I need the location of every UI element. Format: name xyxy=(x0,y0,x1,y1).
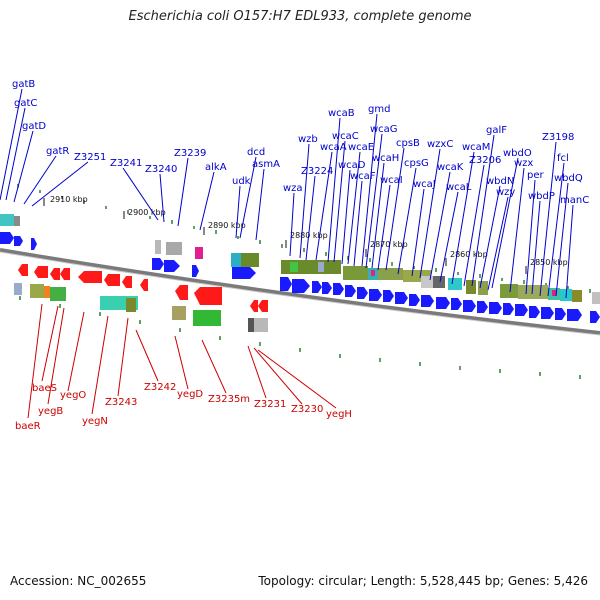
kbp-label-2900: 2900 kbp xyxy=(128,208,166,217)
gene-label-wcaE: wcaE xyxy=(348,142,374,153)
gene-label-yegN: yegN xyxy=(82,416,108,427)
gene-label-Z3242: Z3242 xyxy=(144,382,176,393)
gene-label-wcaA: wcaA xyxy=(320,142,347,153)
reverse-feature-blocks xyxy=(14,283,268,332)
gene-label-gatR: gatR xyxy=(46,146,69,157)
gene-label-wcaL: wcaL xyxy=(446,182,472,193)
gene-label-wcaH: wcaH xyxy=(372,153,399,164)
gene-label-udk: udk xyxy=(232,176,251,187)
genome-title: Escherichia coli O157:H7 EDL933, complet… xyxy=(128,9,472,24)
gene-label-wbdQ: wbdQ xyxy=(554,173,583,184)
gene-label-gatD: gatD xyxy=(22,121,46,132)
gene-label-gatC: gatC xyxy=(14,98,37,109)
gene-label-Z3224: Z3224 xyxy=(301,166,333,177)
gene-label-wzy: wzy xyxy=(496,187,515,198)
inner-tick-ring xyxy=(19,296,581,379)
gene-label-wcaG: wcaG xyxy=(370,124,398,135)
gene-label-yegD: yegD xyxy=(177,389,203,400)
gene-label-Z3206: Z3206 xyxy=(469,155,501,166)
gene-label-Z3198: Z3198 xyxy=(542,132,574,143)
gene-label-Z3231: Z3231 xyxy=(254,399,286,410)
kbp-label-2870: 2870 kbp xyxy=(370,240,408,249)
gene-label-fcl: fcl xyxy=(557,153,569,164)
gene-label-wcaC: wcaC xyxy=(332,131,359,142)
forward-feature-blocks xyxy=(0,214,600,304)
gene-label-gmd: gmd xyxy=(368,104,390,115)
gene-label-wcaJ: wcaJ xyxy=(413,179,436,190)
forward-leader-lines xyxy=(0,88,574,299)
accession-label: Accession: NC_002655 xyxy=(10,574,147,588)
gene-label-wcaD: wcaD xyxy=(338,160,366,171)
gene-label-gatB: gatB xyxy=(12,79,35,90)
gene-label-per: per xyxy=(527,170,545,181)
gene-label-asmA: asmA xyxy=(252,159,280,170)
kbp-label-2850: 2850 kbp xyxy=(530,258,568,267)
gene-label-Z3230: Z3230 xyxy=(291,404,323,415)
gene-label-wcaB: wcaB xyxy=(328,108,355,119)
kbp-label-2910: 2910 kbp xyxy=(50,195,88,204)
gene-label-wbdO: wbdO xyxy=(503,148,532,159)
reverse-gene-arrows xyxy=(18,264,268,312)
gene-label-cpsG: cpsG xyxy=(404,158,429,169)
forward-gene-arrows xyxy=(0,232,600,323)
kbp-label-2890: 2890 kbp xyxy=(208,221,246,230)
gene-label-yegO: yegO xyxy=(60,390,86,401)
gene-label-Z3251: Z3251 xyxy=(74,152,106,163)
gene-label-wzb: wzb xyxy=(298,134,318,145)
kbp-tick-marks xyxy=(43,198,527,274)
gene-label-manC: manC xyxy=(560,195,589,206)
reverse-leader-lines xyxy=(27,303,337,419)
gene-label-wbdN: wbdN xyxy=(486,176,514,187)
gene-label-Z3241: Z3241 xyxy=(110,158,142,169)
gene-label-wcaM: wcaM xyxy=(462,142,490,153)
gene-label-wcaK: wcaK xyxy=(437,162,464,173)
gene-label-wzx: wzx xyxy=(514,158,533,169)
gene-label-baeS: baeS xyxy=(32,383,57,394)
gene-label-yegB: yegB xyxy=(38,406,63,417)
genome-summary: Topology: circular; Length: 5,528,445 bp… xyxy=(258,574,588,588)
gene-label-wbdP: wbdP xyxy=(528,191,555,202)
gene-label-galF: galF xyxy=(486,125,507,136)
gene-label-wcaF: wcaF xyxy=(350,171,376,182)
gene-label-Z3243: Z3243 xyxy=(105,397,137,408)
gene-label-Z3239: Z3239 xyxy=(174,148,206,159)
gene-label-wcaI: wcaI xyxy=(380,175,403,186)
gene-label-wzxC: wzxC xyxy=(427,139,453,150)
gene-label-dcd: dcd xyxy=(247,147,265,158)
gene-label-alkA: alkA xyxy=(205,162,227,173)
gene-label-Z3240: Z3240 xyxy=(145,164,177,175)
gene-label-cpsB: cpsB xyxy=(396,138,420,149)
gene-label-yegH: yegH xyxy=(326,409,352,420)
gene-label-baeR: baeR xyxy=(15,421,41,432)
gene-label-Z3235m: Z3235m xyxy=(208,394,250,405)
gene-label-wza: wza xyxy=(283,183,303,194)
genome-backbone xyxy=(0,248,600,335)
